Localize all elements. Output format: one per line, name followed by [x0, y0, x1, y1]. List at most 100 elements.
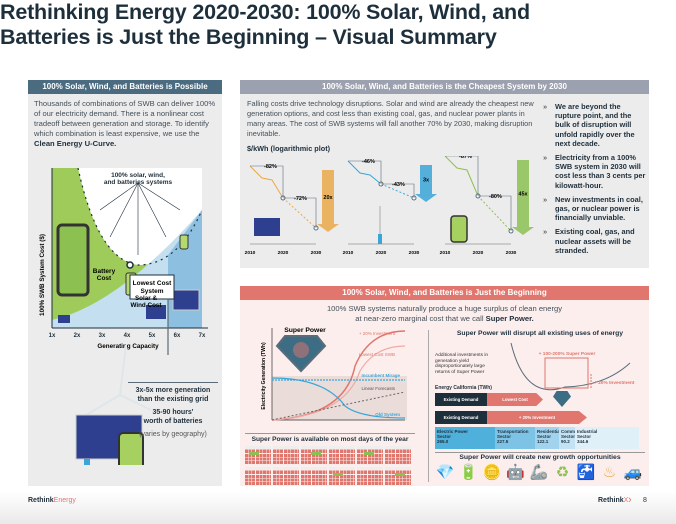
disrupt-text: Additional investments in generation yie… — [435, 353, 489, 375]
diamond-icon: 💎 — [435, 464, 455, 481]
swb-illustration — [75, 345, 152, 465]
calendar-grid — [245, 446, 415, 485]
sector-value: 122.1 — [537, 439, 549, 444]
future-drop-label: -43% — [392, 182, 405, 188]
battery-icon: 🔋 — [459, 464, 478, 481]
battery-icon — [56, 223, 90, 297]
projected-cost-line — [380, 183, 415, 199]
battery-cost-label: Battery — [93, 268, 116, 275]
sector-name: Electric Power — [437, 429, 469, 434]
bracket — [348, 160, 382, 184]
sector-sub: Sector — [497, 434, 512, 439]
bullet: New investments in coal, gas, or nuclear… — [543, 195, 647, 223]
existing-demand-segment: Existing Demand — [435, 411, 487, 424]
radiator-icon: ♨ — [602, 464, 617, 481]
year-tick: 2010 — [245, 250, 256, 256]
investment-label: + 20% Investment — [594, 380, 635, 386]
bracket — [381, 183, 415, 198]
brand-part-2: Energy — [53, 497, 76, 504]
calendar-section: Super Power is available on most days of… — [245, 433, 415, 485]
sector-value: 265.0 — [437, 439, 449, 444]
lowest-cost-label-2: System — [140, 288, 163, 295]
possible-header: 100% Solar, Wind, and Batteries is Possi… — [28, 80, 222, 94]
reduction-factor: 20x — [323, 195, 333, 201]
svg-text:4x: 4x — [124, 333, 131, 339]
sector-cell: Electric Power Sector 265.0 — [435, 427, 495, 449]
next-page-chevron-icon[interactable]: › — [628, 494, 632, 506]
solar-panel-icon — [172, 289, 200, 311]
year-tick: 2030 — [311, 250, 322, 256]
sector-sub: Sector — [577, 434, 592, 439]
x-axis-label: Generating Capacity — [97, 343, 159, 350]
sector-value: 227.5 — [497, 439, 509, 444]
bracket — [478, 195, 512, 231]
bullet: We are beyond the rupture point, and the… — [543, 102, 647, 148]
possible-text: Thousands of combinations of SWB can del… — [34, 99, 216, 138]
super-power-label: + 100-200% Super Power — [539, 351, 596, 357]
robotic-arm-icon: 🦾 — [529, 464, 549, 481]
sector-sub: Sector — [437, 434, 452, 439]
linear-forecast-label: Linear Forecasts — [361, 386, 395, 391]
lowest-cost-label: Lowest Cost — [133, 280, 172, 287]
mirage-line-label: Incumbent Mirage — [361, 373, 400, 378]
cheapest-body: Falling costs drive technology disruptio… — [247, 99, 534, 138]
beginning-header: 100% Solar, Wind, and Batteries is Just … — [240, 286, 649, 300]
recycle-icon: ♻ — [555, 464, 570, 481]
svg-text:3x: 3x — [99, 333, 106, 339]
sector-name: Residential — [537, 429, 562, 434]
growth-title: Super Power will create new growth oppor… — [459, 454, 621, 461]
sector-cell: Transportation Sector 227.5 — [495, 427, 535, 449]
sector-bar: Electric Power Sector 265.0 Transportation S… — [435, 427, 639, 449]
demand-bar-1: Existing Demand Lowest Cost — [435, 393, 543, 406]
svg-text:1x: 1x — [49, 333, 56, 339]
u-curve-diagram: 100% solar, wind, and batteries systems … — [39, 167, 208, 355]
year-tick: 2030 — [506, 250, 517, 256]
reduction-factor: 3x — [423, 178, 430, 184]
cheapest-bullets: We are beyond the rupture point, and the… — [543, 102, 647, 260]
bullet: Electricity from a 100% SWB system in 20… — [543, 153, 647, 190]
y-axis-label: 100% SWB System Cost ($) — [39, 234, 46, 316]
u-curve-label: Clean Energy U-Curve. — [34, 139, 117, 148]
logo-part-1: Rethink — [598, 497, 624, 504]
solar-wind-label-2: Wind Cost — [130, 302, 162, 309]
reduction-arrow-icon — [512, 160, 534, 235]
battery-icon — [118, 432, 144, 465]
sector-name: Industrial — [577, 429, 598, 434]
past-drop-label: -82% — [264, 164, 277, 170]
month-calendar — [357, 446, 383, 464]
hours-line-2: worth of batteries — [143, 418, 203, 425]
month-calendar — [385, 467, 411, 485]
month-calendar — [273, 446, 299, 464]
sector-cell: Residential Sector 122.1 — [535, 427, 562, 449]
disrupt-title: Super Power will disrupt all existing us… — [456, 330, 624, 337]
svg-text:5x: 5x — [149, 333, 156, 339]
solar-panel-icon — [254, 218, 280, 236]
future-drop-label: -72% — [294, 196, 307, 202]
year-tick: 2010 — [343, 250, 354, 256]
lowest-cost-segment: Lowest Cost — [487, 393, 543, 406]
bracket — [445, 156, 479, 196]
lowest-cost-line-label: Lowest Cost SWB — [359, 352, 395, 357]
past-drop-label: -46% — [362, 159, 375, 165]
future-drop-label: -80% — [489, 194, 502, 200]
investment-line-label: + 20% Investment — [359, 331, 396, 336]
coins-icon: 🪙 — [482, 464, 502, 481]
svg-text:6x: 6x — [174, 333, 181, 339]
svg-text:2x: 2x — [74, 333, 81, 339]
battery-icon — [450, 215, 468, 243]
bullet: Existing coal, gas, and nuclear assets w… — [543, 227, 647, 255]
past-drop-label: -87% — [459, 156, 472, 160]
page-number: 8 — [643, 497, 647, 504]
possible-body: Thousands of combinations of SWB can del… — [28, 94, 222, 149]
growth-icons: 💎 🔋 🪙 🤖 🦾 ♻ 🚰 ♨ 🚙 — [435, 464, 645, 482]
cheapest-header: 100% Solar, Wind, and Batteries is the C… — [240, 80, 649, 94]
month-calendar — [357, 467, 383, 485]
month-calendar — [329, 467, 355, 485]
reduction-factor: 45x — [518, 192, 528, 198]
month-calendar — [301, 446, 327, 464]
rethinkx-logo: RethinkX — [598, 497, 628, 504]
bracket — [283, 197, 317, 228]
cost-decline-charts: -82% -72% 20x 2010 2020 2030 -46% -43% 3x 2010 202… — [245, 156, 534, 256]
wind-turbine-icon — [119, 345, 127, 396]
old-system-label: Old System — [375, 412, 400, 417]
